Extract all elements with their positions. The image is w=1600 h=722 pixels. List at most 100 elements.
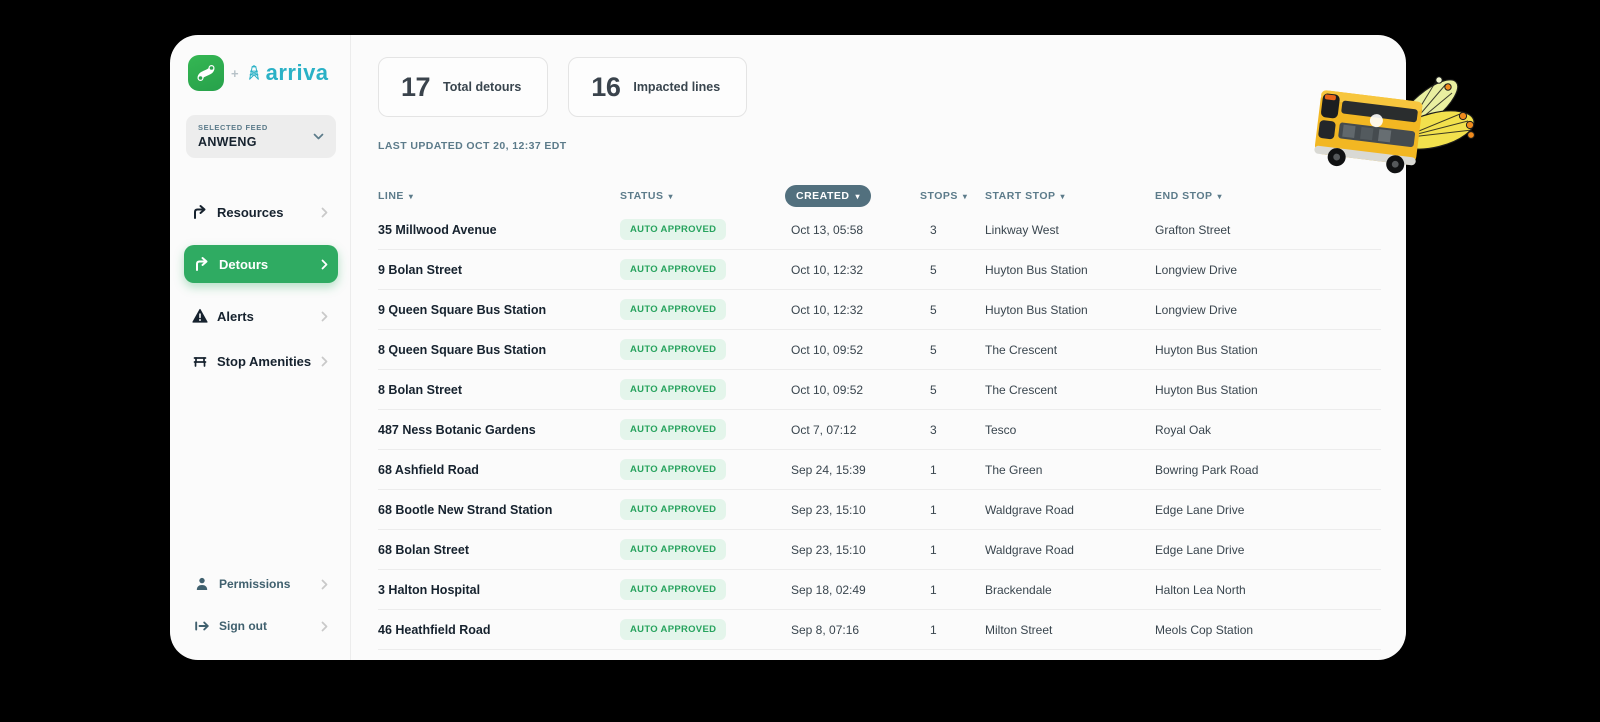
start-stop-cell: Milton Street xyxy=(985,622,1053,637)
end-stop-cell: Longview Drive xyxy=(1155,262,1238,277)
table-row[interactable]: 46 Heathfield Road AUTO APPROVED Sep 8, 07… xyxy=(378,610,1381,650)
created-cell: Sep 23, 15:10 xyxy=(791,502,866,517)
created-cell: Sep 24, 15:39 xyxy=(791,462,866,477)
stops-cell: 3 xyxy=(930,422,937,437)
table-row[interactable]: 9 Queen Square Bus Station AUTO APPROVED O… xyxy=(378,290,1381,330)
sort-arrow-icon: ▾ xyxy=(962,192,968,201)
sidebar-item-permissions[interactable]: Permissions xyxy=(186,572,336,596)
table-row[interactable]: 8 Queen Square Bus Station AUTO APPROVED O… xyxy=(378,330,1381,370)
table-row[interactable]: 8 Bolan Street AUTO APPROVED Oct 10, 09:52… xyxy=(378,370,1381,410)
start-stop-cell: Huyton Bus Station xyxy=(985,302,1088,317)
stat-label: Total detours xyxy=(443,80,522,94)
created-cell: Oct 10, 09:52 xyxy=(791,342,864,357)
feed-selector-value: ANWENG xyxy=(198,135,257,149)
start-stop-cell: Tesco xyxy=(985,422,1017,437)
chevron-right-icon xyxy=(321,356,328,366)
active-sort-pill: CREATED ▾ xyxy=(785,185,871,207)
column-header-start-stop[interactable]: START STOP ▾ xyxy=(985,190,1155,202)
stops-cell: 5 xyxy=(930,382,937,397)
status-badge: AUTO APPROVED xyxy=(620,499,727,520)
created-cell: Sep 8, 07:16 xyxy=(791,622,860,637)
sidebar-item-detours[interactable]: Detours xyxy=(184,245,338,283)
table-body: 35 Millwood Avenue AUTO APPROVED Oct 13, 0… xyxy=(378,210,1381,650)
sort-arrow-icon: ▾ xyxy=(668,192,673,201)
column-label: START STOP xyxy=(985,190,1056,202)
table-row[interactable]: 9 Bolan Street AUTO APPROVED Oct 10, 12:32… xyxy=(378,250,1381,290)
person-icon xyxy=(196,577,208,590)
sort-arrow-icon: ▾ xyxy=(1060,192,1066,201)
sidebar-item-label: Resources xyxy=(217,204,284,220)
chevron-right-icon xyxy=(321,207,328,217)
stops-cell: 1 xyxy=(930,542,937,557)
arriva-wordmark: arriva xyxy=(265,60,329,85)
status-cell: AUTO APPROVED xyxy=(620,619,785,640)
stops-cell: 3 xyxy=(930,222,937,237)
table-row[interactable]: 68 Bolan Street AUTO APPROVED Sep 23, 15:1… xyxy=(378,530,1381,570)
sidebar: + arriva SELECTED FEED xyxy=(170,35,351,660)
column-header-status[interactable]: STATUS ▾ xyxy=(620,190,785,202)
line-cell: 35 Millwood Avenue xyxy=(378,222,497,237)
sidebar-item-label: Permissions xyxy=(219,577,291,591)
warning-triangle-icon xyxy=(192,308,208,323)
status-cell: AUTO APPROVED xyxy=(620,339,785,360)
feed-selector-label: SELECTED FEED xyxy=(198,123,268,132)
stops-cell: 1 xyxy=(930,582,937,597)
table-row[interactable]: 68 Ashfield Road AUTO APPROVED Sep 24, 15:… xyxy=(378,450,1381,490)
sidebar-nav: Resources Detours xyxy=(184,198,338,392)
stat-card-impacted-lines: 16 Impacted lines xyxy=(568,57,748,117)
status-cell: AUTO APPROVED xyxy=(620,539,785,560)
line-cell: 9 Queen Square Bus Station xyxy=(378,302,547,317)
sidebar-item-resources[interactable]: Resources xyxy=(186,198,336,226)
status-cell: AUTO APPROVED xyxy=(620,299,785,320)
end-stop-cell: Halton Lea North xyxy=(1155,582,1246,597)
line-cell: 46 Heathfield Road xyxy=(378,622,491,637)
start-stop-cell: Waldgrave Road xyxy=(985,542,1074,557)
end-stop-cell: Huyton Bus Station xyxy=(1155,342,1258,357)
branch-arrow-icon xyxy=(196,257,208,271)
sidebar-item-sign-out[interactable]: Sign out xyxy=(186,614,336,638)
branch-arrow-icon xyxy=(194,205,206,219)
table-row[interactable]: 68 Bootle New Strand Station AUTO APPROVE… xyxy=(378,490,1381,530)
line-cell: 68 Ashfield Road xyxy=(378,462,479,477)
created-cell: Oct 10, 09:52 xyxy=(791,382,864,397)
last-updated-text: LAST UPDATED OCT 20, 12:37 EDT xyxy=(378,140,567,152)
stops-cell: 5 xyxy=(930,302,937,317)
column-header-end-stop[interactable]: END STOP ▾ xyxy=(1155,190,1381,202)
column-header-line[interactable]: LINE ▾ xyxy=(378,190,620,202)
table-row[interactable]: 35 Millwood Avenue AUTO APPROVED Oct 13, 0… xyxy=(378,210,1381,250)
sidebar-item-label: Detours xyxy=(219,256,269,272)
created-cell: Oct 10, 12:32 xyxy=(791,302,864,317)
table-row[interactable]: 487 Ness Botanic Gardens AUTO APPROVED Oct… xyxy=(378,410,1381,450)
table-row[interactable]: 3 Halton Hospital AUTO APPROVED Sep 18, 02… xyxy=(378,570,1381,610)
column-header-created[interactable]: CREATED ▾ xyxy=(785,185,920,207)
detours-table: LINE ▾ STATUS ▾ CREATED ▾ STOPS ▾ START xyxy=(378,182,1381,650)
line-cell: 487 Ness Botanic Gardens xyxy=(378,422,536,437)
table-header: LINE ▾ STATUS ▾ CREATED ▾ STOPS ▾ START xyxy=(378,182,1381,210)
status-cell: AUTO APPROVED xyxy=(620,219,785,240)
status-badge: AUTO APPROVED xyxy=(620,459,727,480)
sort-arrow-icon: ▾ xyxy=(1217,192,1222,201)
start-stop-cell: Brackendale xyxy=(985,582,1052,597)
status-badge: AUTO APPROVED xyxy=(620,219,727,240)
line-cell: 8 Queen Square Bus Station xyxy=(378,342,547,357)
main-content: 17 Total detours 16 Impacted lines LAST … xyxy=(351,35,1406,660)
status-cell: AUTO APPROVED xyxy=(620,499,785,520)
end-stop-cell: Edge Lane Drive xyxy=(1155,502,1245,517)
stops-cell: 1 xyxy=(930,462,937,477)
status-cell: AUTO APPROVED xyxy=(620,419,785,440)
feed-selector[interactable]: SELECTED FEED ANWENG xyxy=(186,115,336,158)
column-header-stops[interactable]: STOPS ▾ xyxy=(920,190,985,202)
chevron-right-icon xyxy=(321,311,328,321)
column-label: CREATED xyxy=(796,190,850,202)
sidebar-item-stop-amenities[interactable]: Stop Amenities xyxy=(186,347,336,375)
stops-cell: 5 xyxy=(930,262,937,277)
chevron-right-icon xyxy=(321,621,328,631)
status-badge: AUTO APPROVED xyxy=(620,299,727,320)
sidebar-item-label: Alerts xyxy=(217,308,254,324)
pylon-icon xyxy=(248,65,259,80)
end-stop-cell: Royal Oak xyxy=(1155,422,1212,437)
status-badge: AUTO APPROVED xyxy=(620,539,727,560)
sidebar-item-alerts[interactable]: Alerts xyxy=(186,302,336,330)
status-badge: AUTO APPROVED xyxy=(620,339,727,360)
